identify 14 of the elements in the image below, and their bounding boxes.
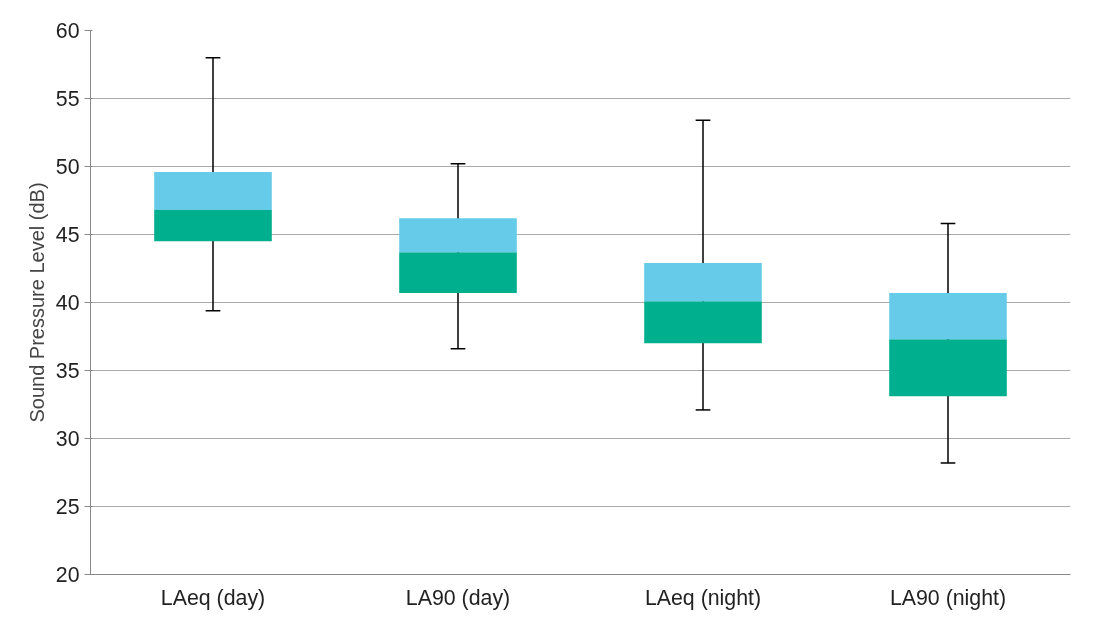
- x-tick-label: LAeq (day): [160, 585, 266, 610]
- y-tick-label: 60: [55, 19, 80, 43]
- y-tick-label: 30: [55, 427, 80, 451]
- y-tick-label: 55: [55, 87, 80, 111]
- y-tick-label: 35: [55, 359, 80, 383]
- x-tick-label: LAeq (night): [644, 585, 762, 610]
- y-tick-label: 45: [55, 223, 80, 247]
- y-axis-title: Sound Pressure Level (dB): [25, 182, 48, 423]
- y-tick-label: 20: [55, 563, 80, 587]
- x-tick-label: LA90 (night): [889, 585, 1007, 610]
- x-tick-label: LA90 (day): [405, 585, 511, 610]
- y-tick-label: 40: [55, 291, 80, 315]
- y-tick-label: 25: [55, 495, 80, 519]
- y-tick-label: 50: [55, 155, 80, 179]
